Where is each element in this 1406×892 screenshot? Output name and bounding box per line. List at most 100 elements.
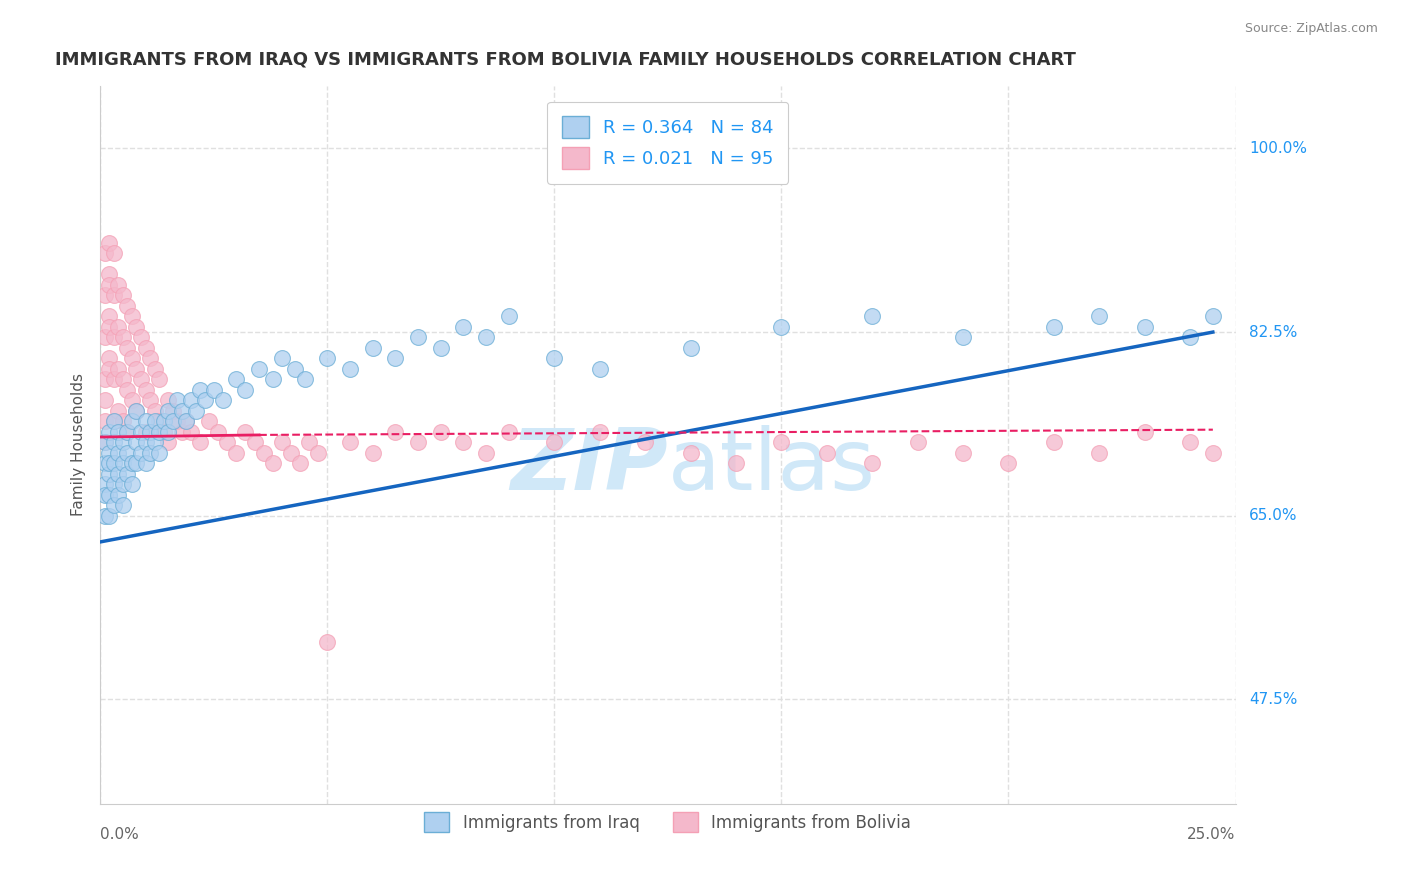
Legend: Immigrants from Iraq, Immigrants from Bolivia: Immigrants from Iraq, Immigrants from Bo… <box>418 805 918 839</box>
Point <box>860 310 883 324</box>
Point <box>98 361 121 376</box>
Point <box>1088 310 1111 324</box>
Point <box>157 425 180 439</box>
Text: atlas: atlas <box>668 425 876 508</box>
Point <box>98 456 121 470</box>
Point <box>262 372 284 386</box>
Point <box>1202 446 1225 460</box>
Point <box>129 425 152 439</box>
Point <box>1043 319 1066 334</box>
Point <box>143 404 166 418</box>
Point <box>107 467 129 481</box>
Point <box>125 361 148 376</box>
Text: 65.0%: 65.0% <box>1249 508 1298 524</box>
Point <box>135 341 157 355</box>
Point <box>211 393 233 408</box>
Point <box>111 477 134 491</box>
Point <box>98 467 121 481</box>
Point <box>121 414 143 428</box>
Text: 82.5%: 82.5% <box>1249 325 1298 340</box>
Point <box>180 393 202 408</box>
Point <box>107 319 129 334</box>
Point <box>98 508 121 523</box>
Point <box>98 268 121 282</box>
Point <box>103 372 125 386</box>
Point <box>98 235 121 250</box>
Point <box>162 414 184 428</box>
Point <box>93 477 115 491</box>
Point <box>135 456 157 470</box>
Point <box>148 414 170 428</box>
Point <box>170 425 193 439</box>
Point <box>243 435 266 450</box>
Point <box>121 477 143 491</box>
Point <box>194 393 217 408</box>
Point <box>262 456 284 470</box>
Point <box>98 446 121 460</box>
Point <box>166 414 188 428</box>
Point <box>111 372 134 386</box>
Point <box>93 393 115 408</box>
Point <box>1202 310 1225 324</box>
Point <box>907 435 929 450</box>
Point <box>103 498 125 512</box>
Point <box>135 435 157 450</box>
Point <box>188 383 211 397</box>
Point <box>93 288 115 302</box>
Point <box>103 246 125 260</box>
Text: Source: ZipAtlas.com: Source: ZipAtlas.com <box>1244 22 1378 36</box>
Point <box>117 425 139 439</box>
Point <box>129 372 152 386</box>
Point <box>157 393 180 408</box>
Text: IMMIGRANTS FROM IRAQ VS IMMIGRANTS FROM BOLIVIA FAMILY HOUSEHOLDS CORRELATION CH: IMMIGRANTS FROM IRAQ VS IMMIGRANTS FROM … <box>55 51 1076 69</box>
Point <box>93 246 115 260</box>
Point <box>135 383 157 397</box>
Point <box>316 634 339 648</box>
Point <box>162 404 184 418</box>
Point <box>475 330 498 344</box>
Point <box>139 393 162 408</box>
Point <box>111 330 134 344</box>
Point <box>111 435 134 450</box>
Point <box>98 425 121 439</box>
Point <box>176 414 198 428</box>
Point <box>143 435 166 450</box>
Point <box>121 393 143 408</box>
Point <box>589 425 612 439</box>
Point <box>103 414 125 428</box>
Point <box>453 319 475 334</box>
Point <box>952 330 974 344</box>
Point <box>543 435 565 450</box>
Point <box>176 414 198 428</box>
Point <box>235 425 257 439</box>
Point <box>139 446 162 460</box>
Point <box>770 435 793 450</box>
Point <box>235 383 257 397</box>
Point <box>406 435 429 450</box>
Point <box>952 446 974 460</box>
Point <box>98 488 121 502</box>
Point <box>815 446 838 460</box>
Point <box>280 446 302 460</box>
Point <box>107 425 129 439</box>
Point <box>284 361 307 376</box>
Point <box>111 414 134 428</box>
Point <box>679 341 702 355</box>
Point <box>143 414 166 428</box>
Point <box>107 361 129 376</box>
Point <box>93 414 115 428</box>
Point <box>384 425 406 439</box>
Point <box>475 446 498 460</box>
Point <box>1178 435 1201 450</box>
Point <box>207 425 229 439</box>
Point <box>111 456 134 470</box>
Point <box>860 456 883 470</box>
Point <box>1088 446 1111 460</box>
Point <box>361 341 384 355</box>
Point <box>121 456 143 470</box>
Point <box>180 425 202 439</box>
Text: 47.5%: 47.5% <box>1249 692 1298 706</box>
Point <box>1133 319 1156 334</box>
Point <box>117 446 139 460</box>
Point <box>157 404 180 418</box>
